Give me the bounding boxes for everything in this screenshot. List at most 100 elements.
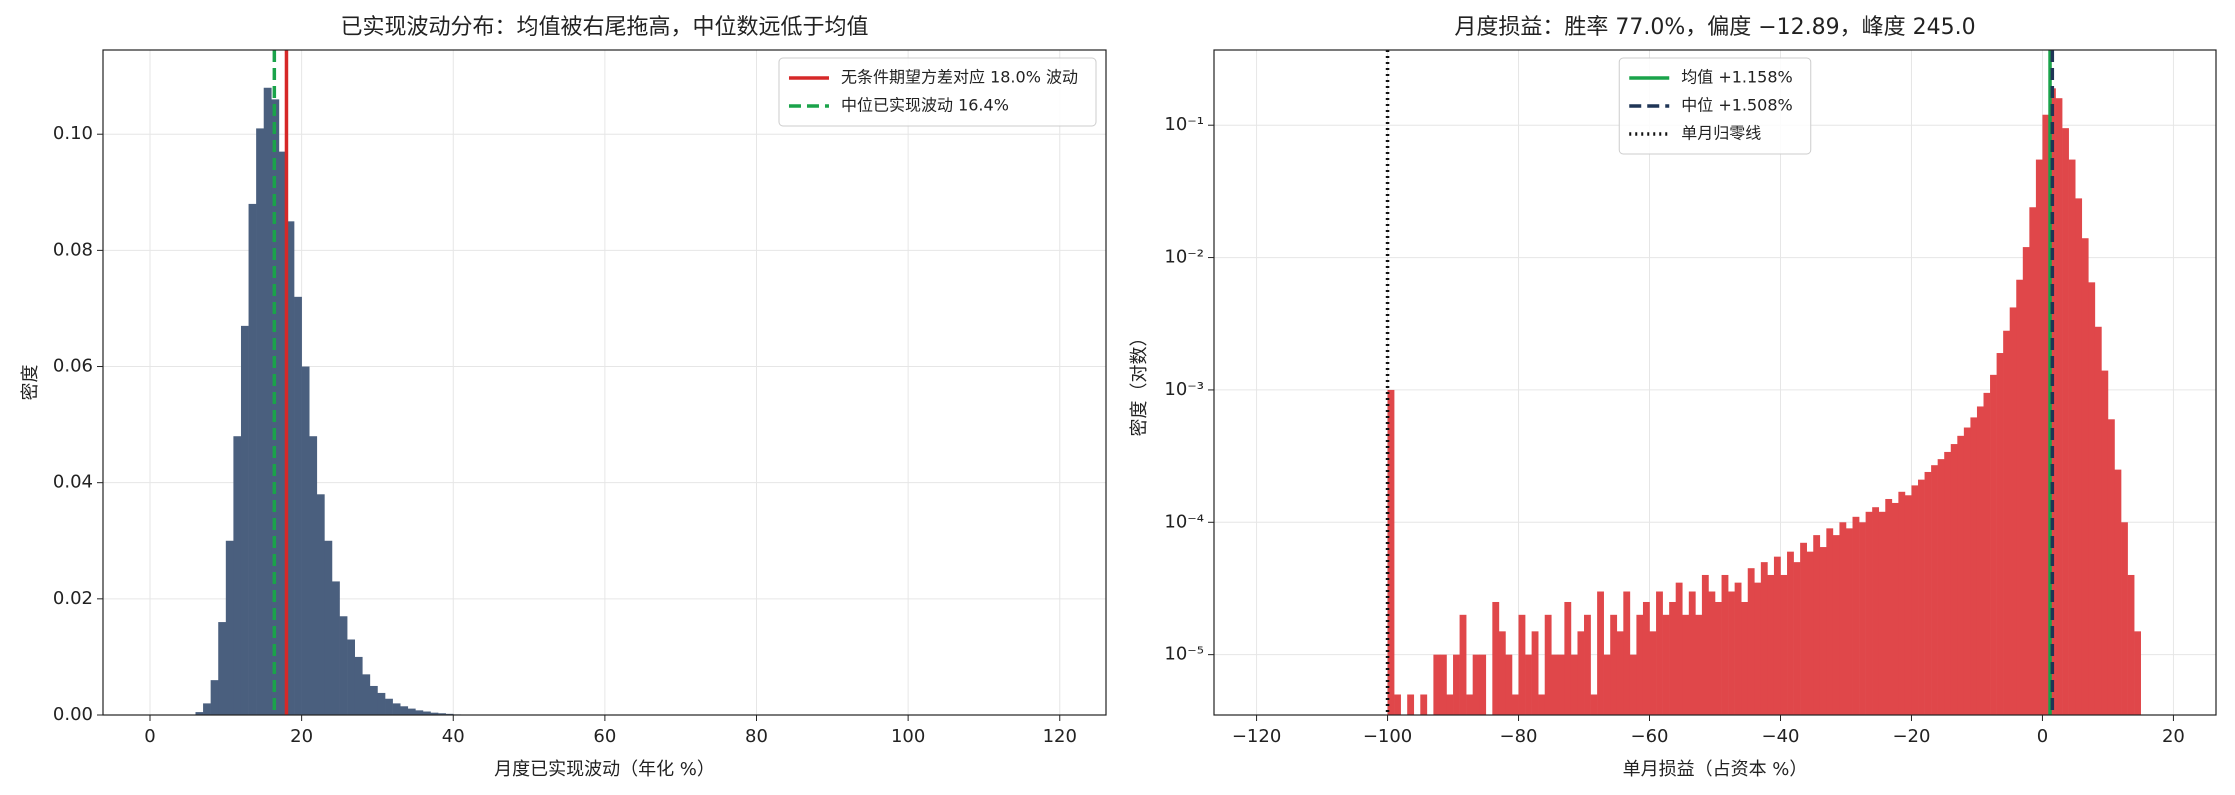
- bar: [301, 366, 310, 715]
- bar: [1453, 654, 1460, 715]
- bar: [316, 494, 325, 715]
- y-tick-label: 0.10: [53, 123, 93, 144]
- bar: [278, 151, 287, 715]
- bar: [2055, 98, 2063, 715]
- bar: [1584, 614, 1591, 715]
- bar: [263, 87, 272, 715]
- bar: [1760, 562, 1768, 715]
- y-tick-label: 10⁻⁴: [1164, 511, 1204, 532]
- bar: [1793, 562, 1801, 715]
- bar: [1695, 614, 1703, 715]
- bar: [339, 616, 348, 715]
- bar: [2094, 326, 2102, 715]
- bar: [1682, 614, 1690, 715]
- x-tick-label: 80: [745, 726, 768, 747]
- legend-box: [778, 57, 1097, 127]
- bar: [1387, 389, 1395, 715]
- x-tick-label: −40: [1761, 726, 1799, 747]
- y-tick-label: 0.08: [53, 239, 93, 260]
- bars: [195, 87, 469, 715]
- x-tick-label: 0: [2037, 726, 2048, 747]
- bar: [1492, 601, 1500, 715]
- y-tick-label: 10⁻⁵: [1164, 644, 1204, 665]
- bars: [1387, 88, 2141, 715]
- bar: [1859, 522, 1866, 715]
- bar: [1806, 551, 1814, 715]
- bar: [1865, 511, 1873, 715]
- bar: [1983, 392, 1991, 715]
- bar: [1498, 631, 1506, 715]
- x-tick-label: −60: [1631, 726, 1669, 747]
- legend-label: 中位 +1.508%: [1681, 96, 1793, 115]
- x-tick-label: −20: [1892, 726, 1930, 747]
- bar: [233, 436, 242, 715]
- bar: [1957, 435, 1965, 715]
- bar: [430, 712, 439, 715]
- bar: [1976, 406, 1984, 715]
- bar: [1636, 614, 1644, 715]
- bar: [294, 296, 302, 715]
- bar: [1466, 694, 1473, 715]
- x-axis-label: 月度已实现波动（年化 %）: [494, 759, 715, 780]
- x-tick-label: 40: [442, 726, 465, 747]
- bar: [2114, 469, 2122, 715]
- bar: [1616, 631, 1624, 715]
- panel: −120 −100 −80 −60 −40 −20 0 20 10⁻⁵ 10⁻⁴ 10⁻³ 10⁻² 1…: [1129, 15, 2217, 780]
- x-tick-label: 60: [593, 726, 616, 747]
- bar: [1911, 485, 1919, 715]
- bar: [407, 708, 416, 715]
- y-axis-label: 密度（对数）: [1129, 329, 1150, 437]
- bar: [1708, 591, 1716, 715]
- bar: [2035, 159, 2043, 715]
- bar: [400, 706, 409, 715]
- bar: [1518, 614, 1526, 715]
- bar: [2062, 128, 2069, 715]
- y-tick-label: 0.06: [53, 356, 93, 377]
- bar: [1734, 582, 1742, 715]
- bar: [1656, 591, 1663, 715]
- bar: [1832, 535, 1840, 715]
- bar: [1990, 374, 1997, 715]
- bar: [1505, 654, 1513, 715]
- y-tick-label: 0.00: [53, 704, 93, 725]
- bar: [1839, 522, 1847, 715]
- bar: [1885, 498, 1893, 715]
- bar: [331, 581, 340, 715]
- bar: [218, 622, 227, 715]
- x-tick-label: 120: [1043, 726, 1077, 747]
- bar: [1557, 654, 1565, 715]
- bar: [1407, 694, 1415, 715]
- bar: [1963, 427, 1971, 715]
- bar: [2022, 247, 2030, 715]
- bar: [1754, 582, 1762, 715]
- bar: [1767, 574, 1775, 715]
- bar: [1603, 654, 1611, 715]
- bar: [1538, 694, 1546, 715]
- plot-frame: [102, 49, 1107, 716]
- bar: [1701, 574, 1709, 715]
- bar: [1931, 465, 1938, 715]
- bar: [1472, 654, 1480, 715]
- bar: [422, 711, 431, 715]
- bar: [1439, 654, 1447, 715]
- bar: [369, 685, 378, 715]
- bar: [1649, 631, 1657, 715]
- bar: [1597, 591, 1604, 715]
- bar: [1459, 614, 1467, 715]
- bar: [210, 680, 219, 715]
- bar: [2009, 307, 2017, 715]
- bar: [1551, 654, 1559, 715]
- bar: [2075, 198, 2083, 715]
- bar: [1728, 591, 1735, 715]
- bar: [2068, 159, 2076, 715]
- bar: [1669, 601, 1677, 715]
- legend-label: 中位已实现波动 16.4%: [841, 96, 1009, 115]
- bar: [392, 703, 401, 715]
- bar: [1937, 459, 1945, 715]
- bar: [286, 221, 295, 715]
- bar: [1715, 601, 1722, 715]
- bar: [2003, 330, 2011, 715]
- bar: [1433, 654, 1441, 715]
